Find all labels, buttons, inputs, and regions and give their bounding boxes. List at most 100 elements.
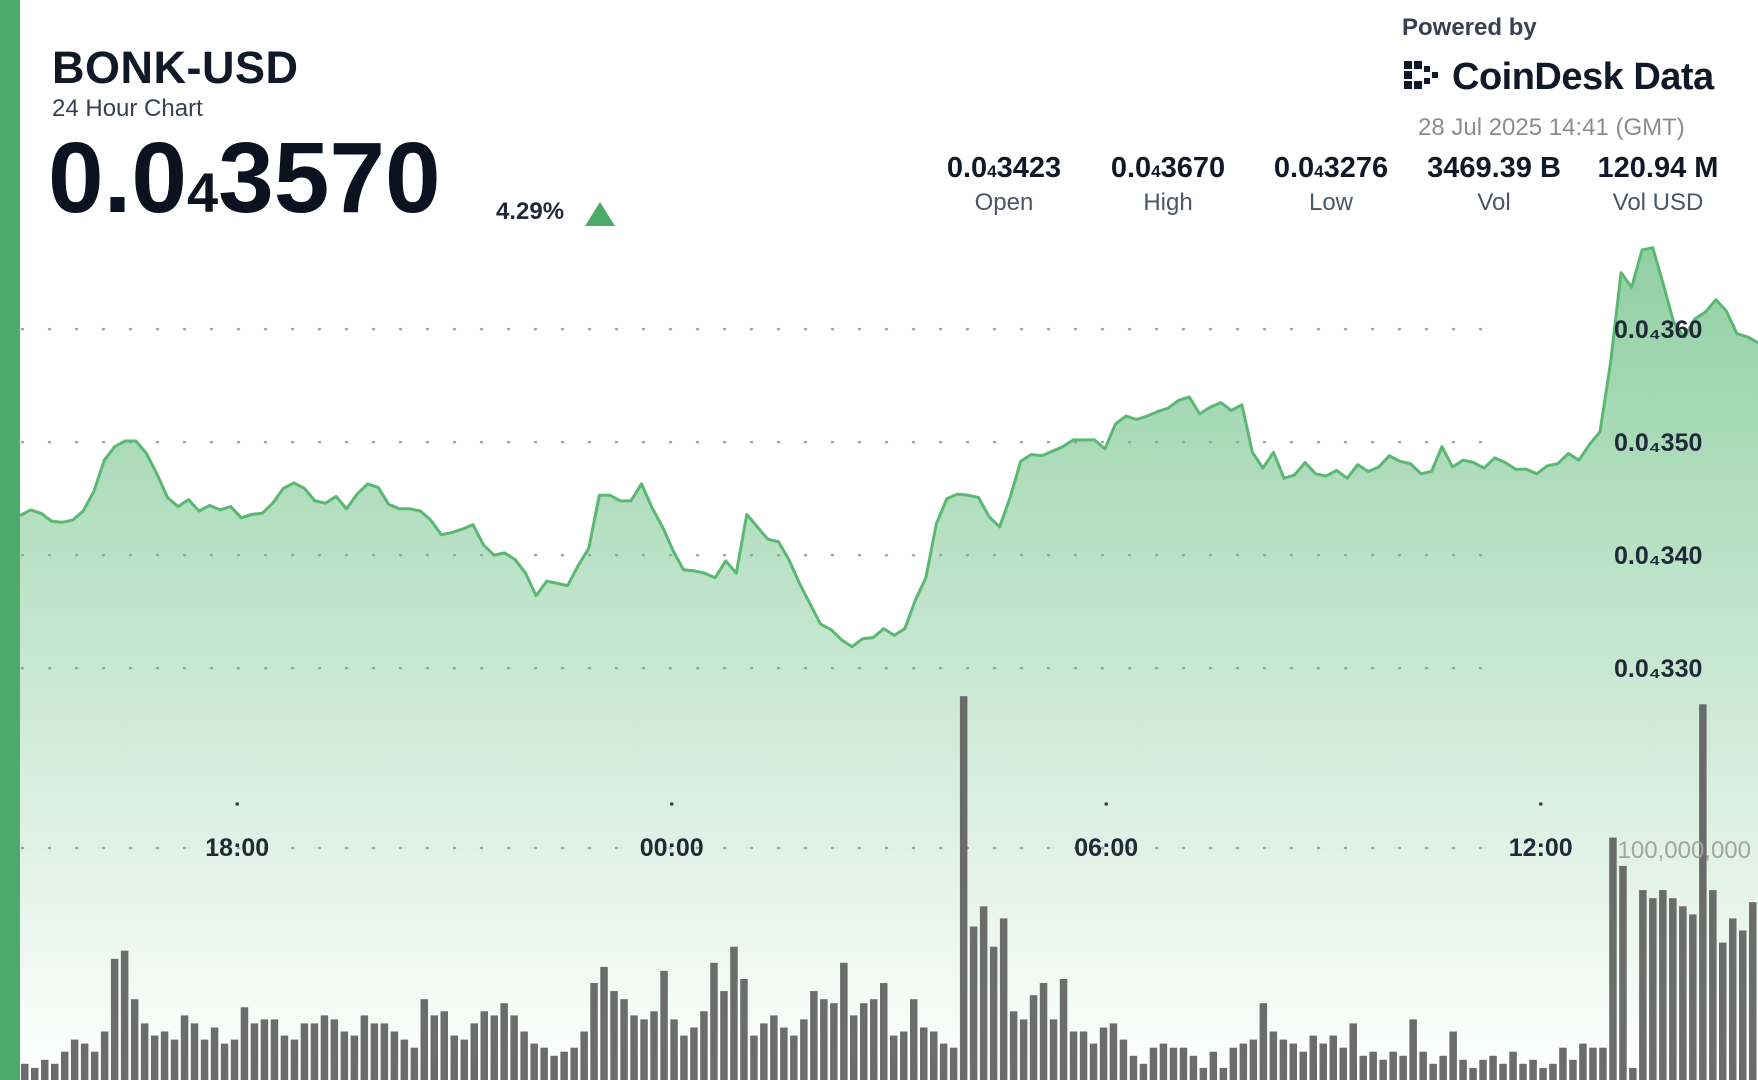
volume-bar bbox=[1089, 1043, 1098, 1080]
volume-bar bbox=[31, 1067, 39, 1080]
current-price: 0.043570 bbox=[48, 128, 441, 228]
volume-bar bbox=[800, 1019, 808, 1080]
volume-bar bbox=[1319, 1043, 1327, 1080]
volume-bar bbox=[41, 1059, 49, 1080]
volume-bar bbox=[190, 1023, 199, 1080]
volume-bar bbox=[450, 1035, 458, 1080]
volume-bar bbox=[1519, 1063, 1527, 1080]
stat-value: 0.043670 bbox=[1110, 152, 1226, 184]
volume-bar bbox=[1329, 1035, 1337, 1080]
volume-bar bbox=[1389, 1051, 1397, 1080]
volume-bar bbox=[1129, 1055, 1138, 1080]
volume-bar bbox=[470, 1023, 478, 1080]
volume-bar bbox=[320, 1015, 329, 1080]
volume-bar bbox=[1079, 1031, 1088, 1080]
volume-bar bbox=[1749, 902, 1757, 1080]
volume-bar bbox=[360, 1015, 369, 1080]
volume-bar bbox=[390, 1031, 399, 1080]
volume-bar bbox=[1369, 1051, 1377, 1080]
volume-bar bbox=[1699, 704, 1707, 1080]
volume-bar bbox=[1269, 1031, 1278, 1080]
volume-bar bbox=[1509, 1051, 1517, 1080]
volume-bar bbox=[480, 1011, 488, 1080]
volume-bar bbox=[1559, 1047, 1567, 1080]
volume-bar bbox=[959, 696, 968, 1080]
volume-bar bbox=[220, 1043, 229, 1080]
volume-bar bbox=[1589, 1047, 1597, 1080]
change-percent: 4.29% bbox=[496, 198, 565, 225]
volume-bar bbox=[1189, 1055, 1198, 1080]
stat-open: 0.043423 Open bbox=[919, 152, 1089, 217]
x-tick-mark bbox=[1104, 802, 1109, 806]
volume-bar bbox=[1449, 1031, 1457, 1080]
volume-bar bbox=[490, 1015, 498, 1080]
volume-bar bbox=[1409, 1019, 1417, 1080]
volume-bar bbox=[210, 1027, 219, 1080]
volume-bar bbox=[570, 1047, 578, 1080]
volume-bar bbox=[989, 946, 998, 1080]
volume-bar bbox=[350, 1035, 359, 1080]
stat-label: Open bbox=[974, 189, 1034, 216]
volume-bar bbox=[140, 1023, 149, 1080]
x-tick-label: 18:00 bbox=[205, 834, 269, 862]
volume-bar bbox=[1059, 979, 1068, 1080]
volume-bar bbox=[820, 999, 828, 1080]
volume-bar bbox=[1639, 890, 1647, 1080]
volume-bar bbox=[420, 999, 428, 1080]
volume-bar bbox=[260, 1019, 269, 1080]
volume-bar bbox=[730, 946, 738, 1080]
timestamp: 28 Jul 2025 14:41 (GMT) bbox=[1418, 114, 1685, 141]
volume-bar bbox=[1259, 1003, 1268, 1080]
y-tick-label: 0.0₄360 bbox=[1614, 316, 1702, 344]
volume-bar bbox=[640, 1019, 648, 1080]
volume-bar bbox=[620, 999, 628, 1080]
volume-bar bbox=[560, 1051, 568, 1080]
volume-bar bbox=[400, 1039, 409, 1080]
x-tick-mark bbox=[1538, 802, 1543, 806]
volume-bar bbox=[240, 1007, 249, 1080]
volume-bar bbox=[21, 1063, 29, 1080]
volume-bar bbox=[1479, 1059, 1487, 1080]
volume-bar bbox=[150, 1035, 159, 1080]
volume-bar bbox=[890, 1035, 898, 1080]
x-tick-label: 06:00 bbox=[1074, 834, 1138, 862]
volume-bar bbox=[840, 962, 848, 1080]
volume-bar bbox=[51, 1063, 59, 1080]
volume-bar bbox=[1739, 930, 1747, 1080]
volume-bar bbox=[170, 1039, 179, 1080]
volume-bar bbox=[1249, 1039, 1258, 1080]
volume-bar bbox=[530, 1043, 538, 1080]
volume-bar bbox=[540, 1047, 548, 1080]
stat-vol: 3469.39 B Vol bbox=[1409, 152, 1579, 217]
volume-bars bbox=[21, 696, 1757, 1080]
volume-bar bbox=[100, 1031, 109, 1080]
volume-bar bbox=[1629, 1067, 1637, 1080]
coindesk-logo-icon bbox=[1404, 60, 1438, 89]
volume-bar bbox=[650, 1011, 658, 1080]
volume-bar bbox=[1119, 1039, 1128, 1080]
volume-bar bbox=[1439, 1055, 1447, 1080]
price-prefix: 0.0 bbox=[48, 122, 188, 234]
y-tick-label: 0.0₄350 bbox=[1614, 429, 1702, 457]
brand: CoinDesk Data bbox=[1402, 56, 1714, 99]
volume-bar bbox=[1049, 1019, 1058, 1080]
volume-bar bbox=[1169, 1047, 1178, 1080]
volume-bar bbox=[1299, 1051, 1307, 1080]
volume-bar bbox=[700, 1011, 708, 1080]
volume-bar bbox=[1399, 1055, 1407, 1080]
volume-bar bbox=[310, 1023, 319, 1080]
pair-title: BONK-USD bbox=[52, 42, 299, 93]
chart-subtitle: 24 Hour Chart bbox=[52, 95, 203, 122]
volume-bar bbox=[270, 1019, 279, 1080]
brand-name: CoinDesk Data bbox=[1452, 56, 1714, 98]
volume-bar bbox=[160, 1031, 169, 1080]
volume-bar bbox=[680, 1035, 688, 1080]
x-tick-mark bbox=[669, 802, 674, 806]
volume-bar bbox=[810, 991, 818, 1080]
volume-bar bbox=[939, 1043, 948, 1080]
volume-bar bbox=[1039, 983, 1048, 1080]
volume-bar bbox=[520, 1031, 528, 1080]
volume-bar bbox=[1679, 906, 1687, 1080]
volume-bar bbox=[1009, 1011, 1018, 1080]
volume-bar bbox=[1309, 1035, 1317, 1080]
